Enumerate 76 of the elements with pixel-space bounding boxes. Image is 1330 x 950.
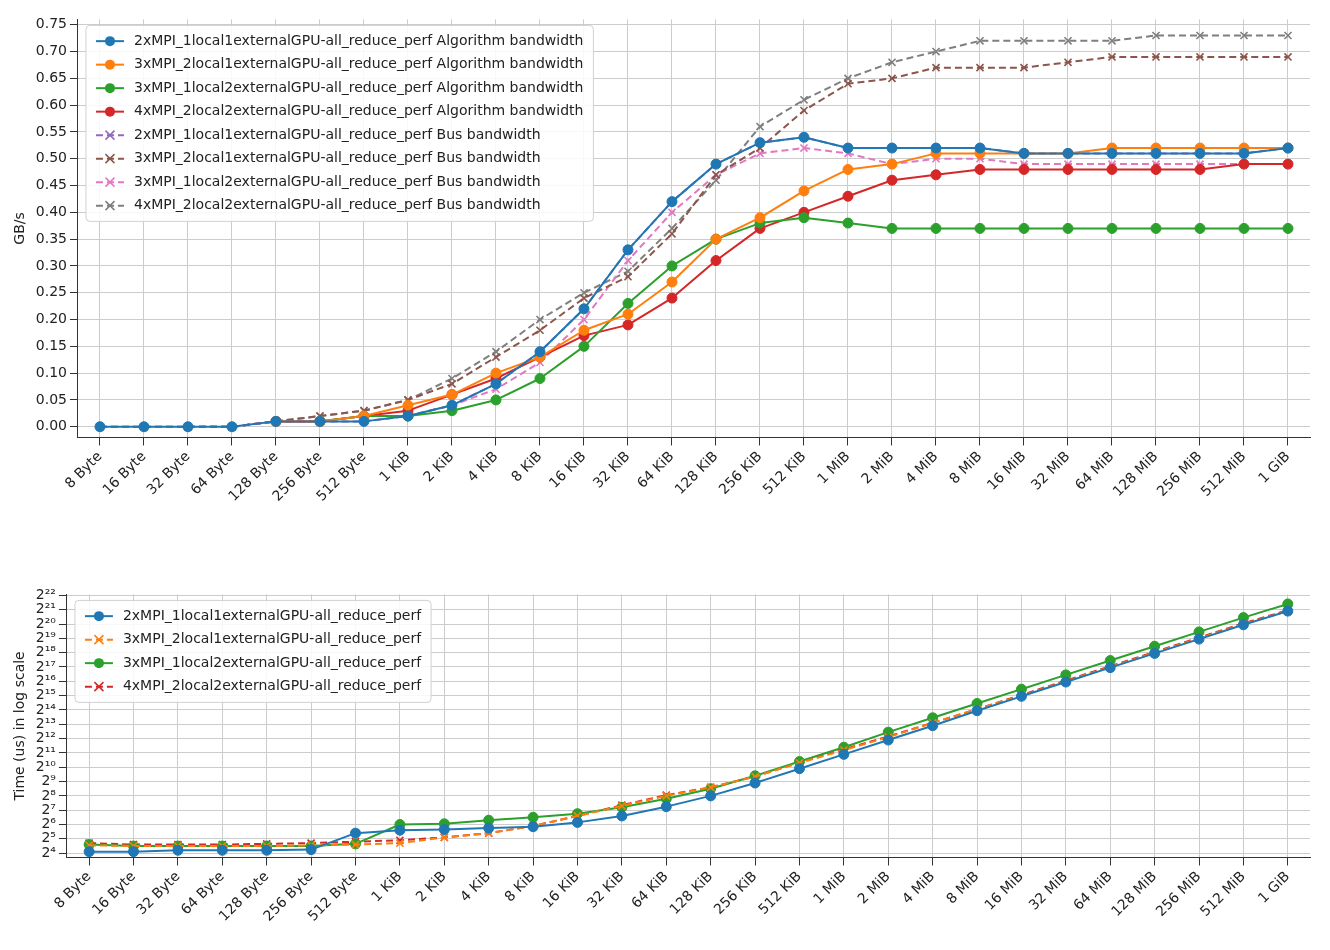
y-tick-label: 0.20 xyxy=(35,310,67,327)
x-tick-label: 1 KiB xyxy=(367,867,405,905)
y-tick-label: 2¹³ xyxy=(35,714,56,731)
y-tick-label: 0.55 xyxy=(35,122,67,139)
y-tick-label: 2⁶ xyxy=(41,815,57,832)
x-tick-label: 16 KiB xyxy=(539,867,583,911)
y-tick-label: 2⁴ xyxy=(41,843,57,860)
y-tick-label: 2¹² xyxy=(35,729,56,746)
legend-label: 2xMPI_1local1externalGPU-all_reduce_perf xyxy=(122,606,423,623)
y-tick-label: 2¹⁴ xyxy=(35,700,57,717)
y-tick-label: 2²¹ xyxy=(35,600,56,617)
x-tick-label: 1 MiB xyxy=(813,447,853,487)
y-tick-label: 2⁹ xyxy=(41,772,57,789)
x-tick-label: 8 KiB xyxy=(500,867,538,905)
y-tick-label: 0.50 xyxy=(35,149,67,166)
x-tick-label: 8 MiB xyxy=(945,447,985,487)
y-tick-label: 0.60 xyxy=(35,95,67,112)
y-tick-label: 2¹⁶ xyxy=(35,671,57,688)
y-tick-label: 2¹⁰ xyxy=(35,757,57,774)
x-tick-label: 1 GiB xyxy=(1254,447,1293,486)
legend-label: 3xMPI_2local1externalGPU-all_reduce_perf xyxy=(122,630,423,647)
legend-label: 2xMPI_1local1externalGPU-all_reduce_perf Algorithm bandwidth xyxy=(133,31,584,48)
y-axis-title: GB/s xyxy=(11,212,28,245)
y-tick-label: 2¹⁹ xyxy=(35,628,57,645)
legend-label: 3xMPI_1local2externalGPU-all_reduce_perf xyxy=(122,653,423,670)
x-tick-label: 4 MiB xyxy=(901,447,941,487)
y-tick-label: 2²² xyxy=(35,586,56,603)
y-tick-label: 2¹⁵ xyxy=(35,686,56,703)
y-tick-label: 2¹⁷ xyxy=(35,657,56,674)
legend-label: 4xMPI_2local2externalGPU-all_reduce_perf Algorithm bandwidth xyxy=(133,102,584,119)
y-tick-label: 0.30 xyxy=(35,256,67,273)
legend-label: 4xMPI_2local2externalGPU-all_reduce_perf Bus bandwidth xyxy=(133,196,541,213)
legend-label: 3xMPI_1local2externalGPU-all_reduce_perf Bus bandwidth xyxy=(133,172,541,189)
x-tick-label: 1 MiB xyxy=(809,867,849,907)
legend-label: 2xMPI_1local1externalGPU-all_reduce_perf Bus bandwidth xyxy=(133,125,541,142)
y-tick-label: 2⁷ xyxy=(41,800,56,817)
legend-label: 3xMPI_2local1externalGPU-all_reduce_perf Algorithm bandwidth xyxy=(133,55,584,72)
y-tick-label: 0.05 xyxy=(35,390,67,407)
y-axis-title: Time (us) in log scale xyxy=(11,651,28,802)
y-tick-label: 2¹⁸ xyxy=(35,643,57,660)
y-tick-label: 0.45 xyxy=(35,176,67,193)
x-tick-label: 32 MiB xyxy=(1025,867,1071,913)
y-tick-label: 0.75 xyxy=(35,15,67,32)
y-tick-label: 2⁸ xyxy=(41,786,57,803)
x-tick-label: 32 MiB xyxy=(1027,447,1073,493)
y-tick-label: 2²⁰ xyxy=(35,614,57,631)
x-tick-label: 2 MiB xyxy=(854,867,893,907)
x-tick-label: 4 KiB xyxy=(463,447,501,485)
y-tick-label: 0.65 xyxy=(35,69,67,85)
x-tick-label: 1 KiB xyxy=(375,447,413,485)
x-tick-label: 16 MiB xyxy=(980,867,1027,913)
y-tick-label: 0.25 xyxy=(35,283,67,300)
y-tick-label: 2⁵ xyxy=(41,829,56,846)
x-tick-label: 8 MiB xyxy=(942,867,982,907)
x-tick-label: 32 KiB xyxy=(583,867,627,911)
x-tick-label: 32 KiB xyxy=(589,447,633,491)
y-tick-label: 0.00 xyxy=(35,417,67,434)
x-tick-label: 2 KiB xyxy=(412,867,449,905)
x-tick-label: 4 KiB xyxy=(456,867,494,905)
legend-label: 3xMPI_1local2externalGPU-all_reduce_perf Algorithm bandwidth xyxy=(133,78,584,95)
x-tick-label: 2 KiB xyxy=(419,447,457,485)
x-tick-label: 16 MiB xyxy=(983,447,1029,493)
y-tick-label: 0.15 xyxy=(35,336,67,353)
x-tick-label: 2 MiB xyxy=(857,447,897,487)
y-tick-label: 0.35 xyxy=(35,229,67,246)
y-tick-label: 2¹¹ xyxy=(35,743,56,760)
legend-label: 3xMPI_2local1externalGPU-all_reduce_perf Bus bandwidth xyxy=(133,149,541,166)
x-tick-label: 16 KiB xyxy=(545,447,589,491)
y-tick-label: 0.10 xyxy=(35,363,67,380)
x-tick-label: 4 MiB xyxy=(898,867,938,907)
x-tick-label: 8 KiB xyxy=(507,447,545,485)
x-tick-label: 1 GiB xyxy=(1254,867,1293,906)
y-tick-label: 0.40 xyxy=(35,202,67,219)
y-tick-label: 0.70 xyxy=(35,42,67,59)
legend-label: 4xMPI_2local2externalGPU-all_reduce_perf xyxy=(122,677,423,694)
x-tick-label: 64 KiB xyxy=(627,867,671,911)
